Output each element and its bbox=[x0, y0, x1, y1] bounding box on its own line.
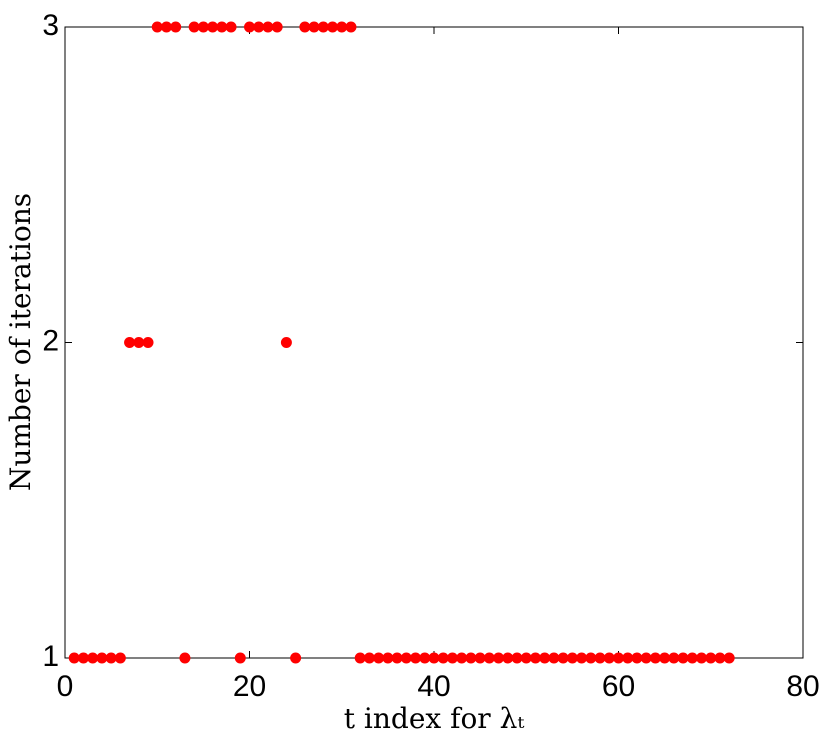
x-tick-label: 60 bbox=[602, 670, 635, 703]
point bbox=[428, 652, 440, 664]
point bbox=[511, 652, 523, 664]
point bbox=[723, 652, 735, 664]
point bbox=[668, 652, 680, 664]
point bbox=[207, 21, 219, 33]
point bbox=[400, 652, 412, 664]
point bbox=[299, 21, 311, 33]
point bbox=[465, 652, 477, 664]
point bbox=[188, 21, 200, 33]
point bbox=[244, 21, 255, 33]
point bbox=[354, 652, 366, 664]
point bbox=[327, 21, 339, 33]
point bbox=[68, 652, 80, 664]
point bbox=[696, 652, 708, 664]
x-tick-label: 40 bbox=[417, 670, 450, 703]
point bbox=[262, 21, 274, 33]
point bbox=[133, 337, 145, 348]
point bbox=[96, 652, 108, 664]
point bbox=[170, 21, 182, 33]
point bbox=[437, 652, 449, 664]
point bbox=[160, 21, 172, 33]
point bbox=[216, 21, 228, 33]
point bbox=[622, 652, 634, 664]
point bbox=[446, 652, 458, 664]
point bbox=[419, 652, 431, 664]
point bbox=[548, 652, 560, 664]
point bbox=[585, 652, 597, 664]
point bbox=[502, 652, 514, 664]
point bbox=[566, 652, 578, 664]
point bbox=[576, 652, 588, 664]
point bbox=[714, 652, 726, 664]
point bbox=[686, 652, 698, 664]
point bbox=[77, 652, 89, 664]
point bbox=[151, 21, 163, 33]
point bbox=[87, 652, 99, 664]
point bbox=[373, 652, 385, 664]
point bbox=[705, 652, 717, 664]
point bbox=[483, 652, 495, 664]
point bbox=[234, 652, 246, 664]
x-tick-label: 80 bbox=[786, 670, 819, 703]
point bbox=[225, 21, 237, 33]
point bbox=[631, 652, 643, 664]
plot-frame bbox=[64, 26, 804, 659]
point bbox=[253, 21, 265, 33]
y-tick-label: 1 bbox=[42, 640, 59, 673]
x-axis-label: t index for λₜ bbox=[344, 702, 525, 735]
point bbox=[474, 652, 486, 664]
point bbox=[197, 21, 209, 33]
point bbox=[280, 337, 292, 348]
point bbox=[179, 652, 191, 664]
point bbox=[142, 337, 154, 348]
point bbox=[520, 652, 532, 664]
point bbox=[124, 337, 136, 348]
point bbox=[114, 652, 126, 664]
point bbox=[640, 652, 652, 664]
point bbox=[677, 652, 689, 664]
point bbox=[336, 21, 348, 33]
point bbox=[493, 652, 505, 664]
point bbox=[363, 652, 375, 664]
point bbox=[410, 652, 422, 664]
x-tick-label: 20 bbox=[233, 670, 266, 703]
point bbox=[391, 652, 403, 664]
point bbox=[529, 652, 541, 664]
point bbox=[603, 652, 615, 664]
point bbox=[271, 21, 283, 33]
point bbox=[382, 652, 394, 664]
point bbox=[649, 652, 661, 664]
point bbox=[290, 652, 302, 664]
y-tick-label: 3 bbox=[42, 9, 59, 42]
point bbox=[317, 21, 329, 33]
point bbox=[345, 21, 357, 33]
point bbox=[659, 652, 671, 664]
point bbox=[557, 652, 569, 664]
y-tick-label: 2 bbox=[42, 324, 59, 357]
point bbox=[613, 652, 624, 664]
point bbox=[456, 652, 468, 664]
x-tick-label: 0 bbox=[57, 670, 74, 703]
point bbox=[105, 652, 117, 664]
point bbox=[308, 21, 320, 33]
point bbox=[594, 652, 606, 664]
point bbox=[539, 652, 551, 664]
y-axis-label: Number of iterations bbox=[4, 193, 37, 491]
